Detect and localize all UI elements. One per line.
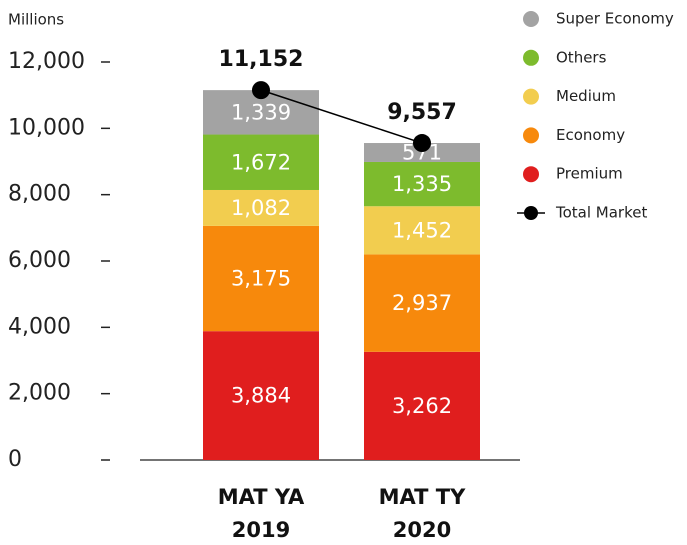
y-tick-label: 8,000 <box>8 182 71 207</box>
bar-segment <box>364 143 480 162</box>
bar-segment <box>364 206 480 255</box>
bar-segment <box>364 351 480 460</box>
data-label: 3,884 <box>231 384 291 408</box>
data-label: 3,262 <box>392 394 452 418</box>
data-label: 1,672 <box>231 150 291 174</box>
data-label: 1,082 <box>231 196 291 220</box>
legend-label: Super Economy <box>556 10 674 28</box>
bar-segment <box>203 225 319 332</box>
legend-swatch <box>523 88 539 105</box>
total-line <box>260 89 423 144</box>
legend-swatch <box>524 206 538 220</box>
legend-label: Others <box>556 48 607 66</box>
bar-segment <box>203 134 319 190</box>
bar-segment <box>203 331 319 460</box>
data-label: 2,937 <box>392 291 452 315</box>
legend-swatch <box>523 127 539 144</box>
data-label: 1,339 <box>231 100 291 124</box>
x-tick-label: MAT TY 2020 <box>378 485 466 542</box>
y-axis-label: Millions <box>8 11 64 29</box>
legend-label: Economy <box>556 126 625 144</box>
y-tick-label: 6,000 <box>8 248 71 273</box>
data-label: 1,335 <box>392 172 452 196</box>
legend-label: Total Market <box>555 204 647 222</box>
y-tick-label: 12,000 <box>8 49 85 74</box>
total-label: 9,557 <box>387 100 457 125</box>
legend-label: Premium <box>556 165 623 183</box>
total-label: 11,152 <box>219 47 304 72</box>
bar-segment <box>364 161 480 207</box>
data-label: 1,452 <box>392 218 452 242</box>
legend-swatch <box>523 11 539 27</box>
legend-swatch <box>523 166 539 183</box>
y-tick-label: 0 <box>8 447 22 472</box>
legend-swatch <box>523 49 539 66</box>
total-marker <box>252 81 270 100</box>
y-tick-label: 10,000 <box>8 115 85 140</box>
bar-segment <box>203 189 319 226</box>
x-tick-label: MAT YA 2019 <box>217 485 305 542</box>
legend-label: Medium <box>556 87 616 105</box>
y-tick-label: 2,000 <box>8 381 71 406</box>
bar-segment <box>364 254 480 352</box>
total-marker <box>413 134 431 153</box>
y-tick-label: 4,000 <box>8 314 71 339</box>
data-label: 3,175 <box>231 267 291 291</box>
